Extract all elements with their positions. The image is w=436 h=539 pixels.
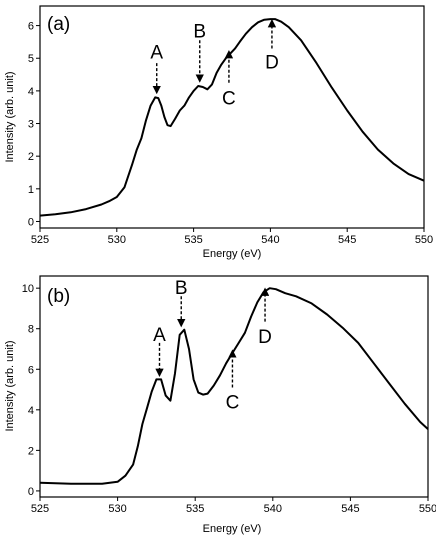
- y-tick-label: 5: [28, 53, 34, 65]
- y-tick-label: 4: [28, 86, 34, 98]
- x-axis-label: Energy (eV): [203, 523, 262, 535]
- x-tick-label: 545: [338, 234, 356, 246]
- x-tick-label: 550: [419, 503, 436, 515]
- plot-frame: [39, 5, 425, 229]
- annotation-label: A: [150, 43, 163, 64]
- x-tick-label: 530: [108, 503, 126, 515]
- x-tick-label: 525: [31, 234, 49, 246]
- y-ticks: 0 1 2 3 4 5 6: [28, 21, 40, 228]
- series-line: [39, 287, 429, 485]
- annotation-label: D: [258, 327, 272, 348]
- y-tick-label: 6: [28, 21, 34, 33]
- panel-label: (b): [47, 286, 70, 307]
- annotation-label: A: [153, 325, 166, 346]
- plot-frame: [39, 275, 429, 498]
- annotation-label: C: [226, 393, 240, 414]
- annotation-label: C: [222, 88, 236, 109]
- y-tick-label: 3: [28, 119, 34, 131]
- y-tick-label: 0: [28, 486, 34, 498]
- series-group: [39, 287, 429, 485]
- x-tick-label: 545: [341, 503, 359, 515]
- panel-label: (a): [47, 14, 70, 35]
- x-tick-label: 525: [31, 503, 49, 515]
- y-tick-label: 4: [28, 405, 34, 417]
- annotations: A B C D: [153, 278, 272, 414]
- y-tick-label: 2: [28, 445, 34, 457]
- x-axis-label: Energy (eV): [203, 248, 262, 260]
- y-axis-label: Intensity (arb. unit): [4, 340, 16, 431]
- x-tick-label: 550: [415, 234, 433, 246]
- series-group: [39, 18, 425, 217]
- annotation-label: B: [193, 21, 206, 42]
- y-ticks: 0 2 4 6 8 10: [22, 283, 40, 498]
- annotation-label: D: [265, 53, 279, 74]
- y-tick-label: 0: [28, 216, 34, 228]
- y-tick-label: 2: [28, 151, 34, 163]
- annotation-label: B: [175, 278, 188, 299]
- x-tick-label: 540: [261, 234, 279, 246]
- x-tick-label: 530: [108, 234, 126, 246]
- y-tick-label: 8: [28, 324, 34, 336]
- x-tick-label: 535: [184, 234, 202, 246]
- x-ticks: 525 530 535 540 545 550: [31, 497, 436, 515]
- y-tick-label: 10: [22, 283, 34, 295]
- annotations: A B C D: [150, 19, 279, 109]
- x-ticks: 525 530 535 540 545 550: [31, 228, 433, 246]
- y-axis-label: Intensity (arb. unit): [4, 71, 16, 162]
- chart-panel-b: (b) Energy (eV) Intensity (arb. unit) 52…: [4, 275, 436, 535]
- x-tick-label: 540: [264, 503, 282, 515]
- x-tick-label: 535: [186, 503, 204, 515]
- series-line: [39, 18, 425, 217]
- y-tick-label: 6: [28, 364, 34, 376]
- y-tick-label: 1: [28, 184, 34, 196]
- chart-panel-a: (a) Energy (eV) Intensity (arb. unit) 52…: [4, 5, 433, 260]
